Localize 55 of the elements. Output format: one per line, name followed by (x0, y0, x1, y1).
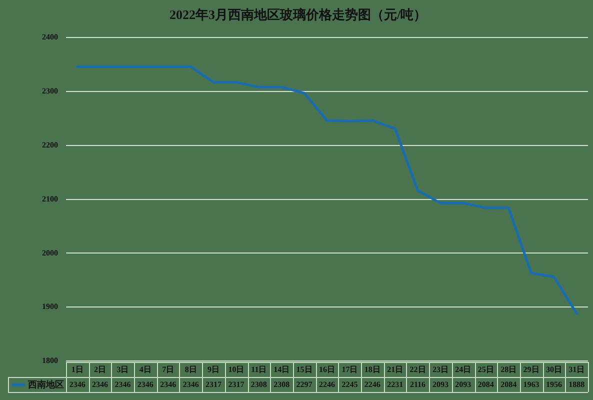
y-tick-label: 2200 (42, 140, 58, 150)
x-tick-label: 28日 (500, 365, 517, 374)
data-label: 2346 (114, 380, 131, 390)
x-tick-label: 15日 (296, 365, 312, 374)
data-label: 2346 (92, 380, 108, 390)
x-tick-label: 9日 (208, 365, 220, 374)
x-tick-label: 4日 (139, 365, 152, 374)
x-tick-label: 30日 (546, 365, 562, 374)
y-tick-label: 1900 (42, 302, 58, 312)
x-tick-label: 1日 (71, 365, 84, 374)
data-label: 2317 (206, 380, 222, 390)
data-label: 2246 (364, 380, 380, 390)
data-label: 2308 (250, 380, 267, 390)
x-tick-label: 23日 (432, 365, 448, 374)
x-tick-label: 3日 (116, 365, 129, 374)
y-tick-label: 2400 (42, 32, 58, 42)
data-label: 2231 (387, 380, 404, 390)
data-label: 2308 (274, 380, 290, 390)
data-label: 1963 (523, 380, 540, 390)
x-tick-label: 16日 (319, 365, 335, 374)
y-tick-label: 2300 (42, 86, 58, 96)
data-label: 2084 (500, 380, 517, 390)
data-label: 2346 (160, 380, 176, 390)
legend-label: 西南地区 (27, 379, 64, 390)
x-tick-label: 2日 (94, 365, 106, 374)
data-label: 1888 (568, 380, 585, 390)
x-tick-label: 14日 (274, 365, 290, 374)
data-label: 2346 (69, 380, 86, 390)
data-label: 2246 (319, 380, 335, 390)
data-label: 2116 (410, 380, 426, 390)
x-tick-label: 29日 (523, 365, 540, 374)
data-label: 2093 (432, 380, 448, 390)
x-tick-label: 24日 (455, 365, 472, 374)
x-tick-label: 22日 (410, 365, 426, 374)
data-label: 2297 (296, 380, 312, 390)
chart-title: 2022年3月西南地区玻璃价格走势图（元/吨） (169, 7, 427, 22)
data-label: 2346 (137, 380, 154, 390)
x-tick-label: 21日 (387, 365, 404, 374)
x-tick-label: 7日 (162, 365, 174, 374)
x-tick-label: 31日 (568, 365, 585, 374)
x-tick-label: 25日 (478, 365, 494, 374)
y-tick-label: 2100 (42, 194, 58, 204)
x-tick-label: 10日 (228, 365, 244, 374)
data-label: 2317 (228, 380, 244, 390)
x-tick-label: 17日 (342, 365, 358, 374)
y-tick-label: 2000 (42, 248, 58, 258)
data-label: 2084 (478, 380, 494, 390)
y-tick-label: 1800 (42, 356, 58, 366)
data-label: 1956 (546, 380, 562, 390)
x-tick-label: 18日 (364, 365, 380, 374)
data-label: 2093 (455, 380, 472, 390)
x-tick-label: 8日 (184, 365, 197, 374)
data-label: 2346 (182, 380, 199, 390)
data-label: 2245 (342, 380, 358, 390)
x-tick-label: 11日 (251, 365, 267, 374)
